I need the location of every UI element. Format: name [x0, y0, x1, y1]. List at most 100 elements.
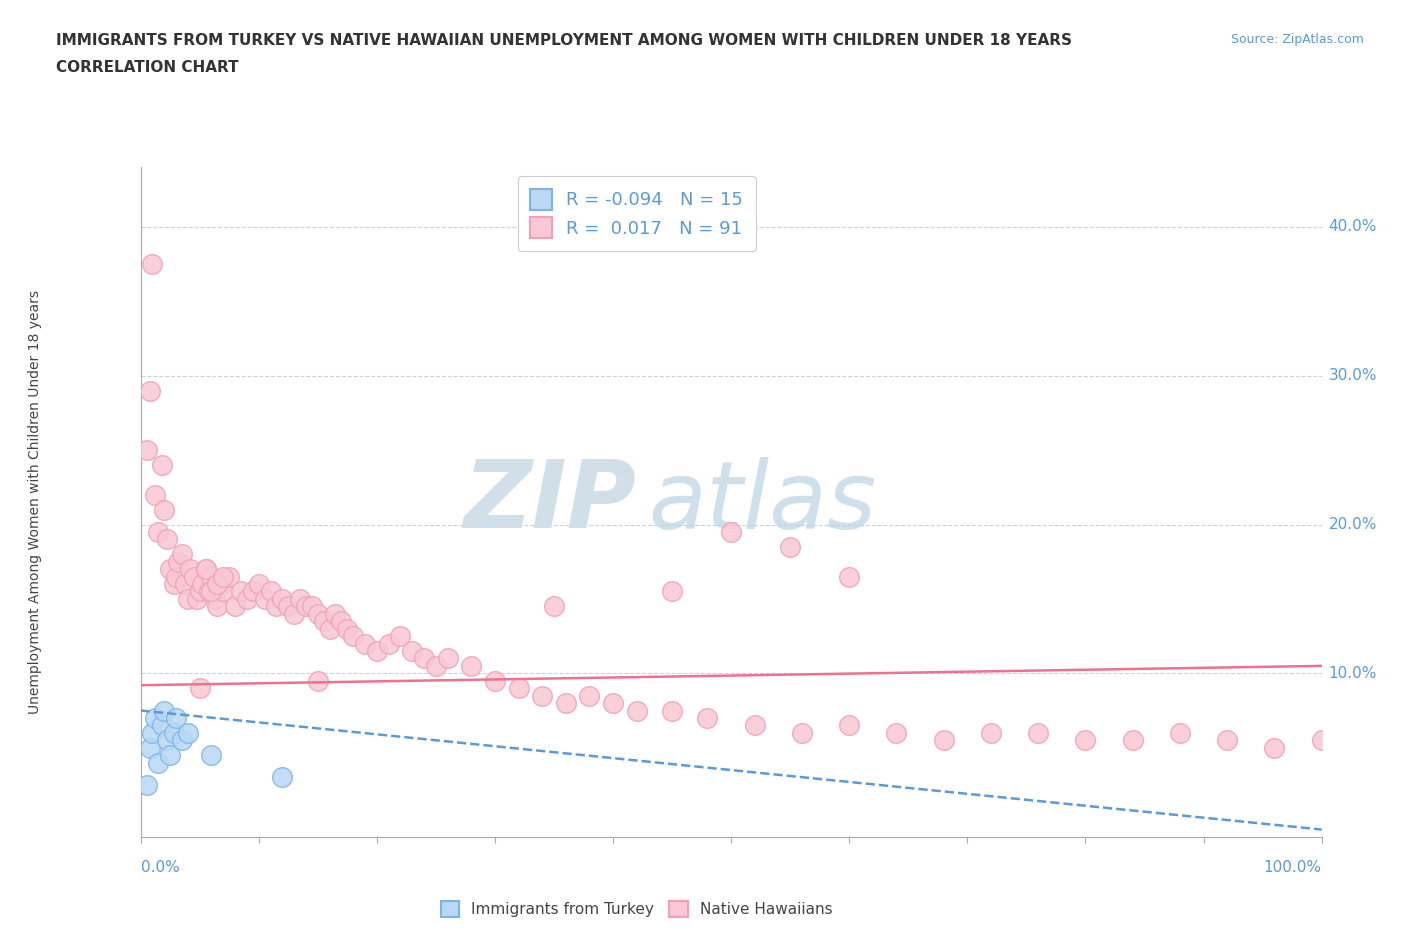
Text: IMMIGRANTS FROM TURKEY VS NATIVE HAWAIIAN UNEMPLOYMENT AMONG WOMEN WITH CHILDREN: IMMIGRANTS FROM TURKEY VS NATIVE HAWAIIA… [56, 33, 1073, 47]
Point [167, 554, 190, 569]
Text: atlas: atlas [648, 457, 877, 548]
Point [277, 599, 299, 614]
Text: 0.0%: 0.0% [141, 860, 180, 875]
Point [932, 733, 955, 748]
Point [838, 718, 860, 733]
Point [198, 584, 221, 599]
Point [980, 725, 1002, 740]
Point [1168, 725, 1191, 740]
Legend: Immigrants from Turkey, Native Hawaiians: Immigrants from Turkey, Native Hawaiians [434, 895, 839, 923]
Point [247, 577, 270, 591]
Point [155, 733, 177, 748]
Point [484, 673, 506, 688]
Text: 100.0%: 100.0% [1264, 860, 1322, 875]
Point [886, 725, 908, 740]
Text: Unemployment Among Women with Children Under 18 years: Unemployment Among Women with Children U… [28, 290, 42, 714]
Point [139, 740, 162, 755]
Point [336, 621, 359, 636]
Point [1310, 733, 1333, 748]
Point [554, 696, 576, 711]
Text: 10.0%: 10.0% [1329, 666, 1376, 681]
Point [342, 629, 364, 644]
Point [141, 725, 163, 740]
Point [200, 569, 222, 584]
Point [170, 547, 193, 562]
Point [288, 591, 311, 606]
Point [212, 569, 235, 584]
Point [325, 606, 347, 621]
Point [271, 770, 294, 785]
Point [720, 525, 742, 539]
Point [626, 703, 648, 718]
Point [602, 696, 624, 711]
Point [661, 584, 683, 599]
Text: Source: ZipAtlas.com: Source: ZipAtlas.com [1230, 33, 1364, 46]
Point [135, 777, 157, 792]
Point [401, 644, 423, 658]
Point [135, 443, 157, 458]
Point [153, 703, 176, 718]
Point [312, 614, 335, 629]
Point [779, 539, 801, 554]
Point [200, 748, 222, 763]
Point [209, 577, 232, 591]
Point [165, 711, 187, 725]
Point [177, 591, 200, 606]
Point [148, 755, 170, 770]
Point [165, 569, 187, 584]
Point [253, 591, 276, 606]
Point [188, 681, 211, 696]
Point [148, 525, 170, 539]
Point [543, 599, 565, 614]
Point [159, 748, 181, 763]
Point [354, 636, 377, 651]
Point [170, 733, 193, 748]
Point [696, 711, 718, 725]
Point [1026, 725, 1049, 740]
Point [174, 577, 197, 591]
Point [436, 651, 458, 666]
Point [661, 703, 683, 718]
Point [163, 577, 186, 591]
Point [508, 681, 530, 696]
Point [366, 644, 388, 658]
Point [139, 383, 162, 398]
Point [283, 606, 305, 621]
Point [224, 599, 246, 614]
Text: 20.0%: 20.0% [1329, 517, 1376, 532]
Point [301, 599, 323, 614]
Point [531, 688, 554, 703]
Point [212, 584, 235, 599]
Point [318, 621, 340, 636]
Text: CORRELATION CHART: CORRELATION CHART [56, 60, 239, 75]
Point [188, 584, 211, 599]
Point [330, 614, 353, 629]
Point [229, 584, 252, 599]
Point [150, 458, 173, 472]
Point [177, 725, 200, 740]
Point [155, 532, 177, 547]
Point [163, 725, 186, 740]
Point [1074, 733, 1097, 748]
Point [744, 718, 766, 733]
Point [838, 569, 860, 584]
Point [194, 562, 217, 577]
Point [1263, 740, 1285, 755]
Point [1216, 733, 1239, 748]
Point [204, 591, 226, 606]
Point [200, 584, 222, 599]
Point [377, 636, 399, 651]
Point [425, 658, 447, 673]
Point [578, 688, 600, 703]
Point [186, 591, 208, 606]
Point [143, 711, 166, 725]
Point [191, 577, 214, 591]
Point [307, 673, 329, 688]
Point [207, 599, 229, 614]
Point [159, 562, 181, 577]
Point [271, 591, 294, 606]
Text: 40.0%: 40.0% [1329, 219, 1376, 234]
Point [183, 569, 205, 584]
Point [141, 257, 163, 272]
Point [295, 599, 318, 614]
